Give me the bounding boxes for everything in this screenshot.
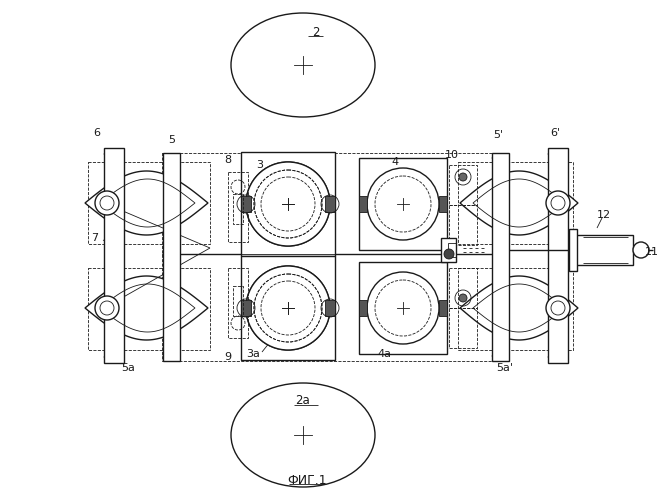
Circle shape bbox=[546, 191, 570, 215]
Bar bbox=[88, 162, 210, 244]
Circle shape bbox=[246, 162, 330, 246]
Bar bbox=[569, 229, 577, 271]
Text: 5а: 5а bbox=[121, 363, 135, 373]
Bar bbox=[449, 308, 477, 348]
Bar bbox=[449, 205, 477, 245]
Text: 12: 12 bbox=[597, 210, 611, 220]
Circle shape bbox=[444, 249, 454, 259]
Text: 3а: 3а bbox=[246, 349, 260, 359]
Polygon shape bbox=[439, 300, 447, 316]
Polygon shape bbox=[439, 196, 447, 212]
Circle shape bbox=[367, 168, 439, 240]
Text: 6': 6' bbox=[550, 128, 560, 138]
Bar bbox=[88, 268, 210, 350]
Bar bbox=[228, 268, 248, 338]
Polygon shape bbox=[85, 276, 208, 340]
Polygon shape bbox=[325, 196, 335, 212]
Bar bbox=[359, 158, 447, 250]
Bar bbox=[233, 194, 243, 224]
Bar bbox=[163, 153, 180, 361]
Text: ФИГ.1: ФИГ.1 bbox=[287, 474, 327, 486]
Bar bbox=[241, 256, 335, 360]
Text: 2а: 2а bbox=[296, 394, 310, 406]
Text: 2: 2 bbox=[312, 26, 320, 38]
Circle shape bbox=[459, 294, 467, 302]
Polygon shape bbox=[241, 196, 251, 212]
Text: 8: 8 bbox=[224, 155, 232, 165]
Circle shape bbox=[367, 272, 439, 344]
Polygon shape bbox=[359, 196, 367, 212]
Polygon shape bbox=[241, 300, 251, 316]
Text: 5а': 5а' bbox=[496, 363, 514, 373]
Ellipse shape bbox=[231, 13, 375, 117]
Text: 5': 5' bbox=[493, 130, 503, 140]
Text: 4: 4 bbox=[391, 157, 399, 167]
Bar bbox=[104, 148, 124, 363]
Bar bbox=[162, 153, 492, 361]
Text: 6: 6 bbox=[93, 128, 101, 138]
Circle shape bbox=[95, 296, 119, 320]
Polygon shape bbox=[460, 276, 578, 340]
Polygon shape bbox=[85, 171, 208, 235]
Ellipse shape bbox=[231, 383, 375, 487]
Bar bbox=[228, 172, 248, 242]
Bar bbox=[441, 238, 456, 262]
Circle shape bbox=[246, 266, 330, 350]
Bar bbox=[575, 235, 633, 265]
Text: 7: 7 bbox=[91, 233, 99, 243]
Text: 3: 3 bbox=[256, 160, 263, 170]
Bar bbox=[548, 148, 568, 363]
Bar bbox=[359, 262, 447, 354]
Bar bbox=[458, 162, 573, 244]
Bar bbox=[233, 286, 243, 316]
Circle shape bbox=[633, 242, 649, 258]
Circle shape bbox=[95, 191, 119, 215]
Polygon shape bbox=[325, 300, 335, 316]
Polygon shape bbox=[359, 300, 367, 316]
Text: 11: 11 bbox=[645, 247, 659, 257]
Text: 9: 9 bbox=[224, 352, 232, 362]
Bar bbox=[448, 243, 456, 257]
Bar bbox=[449, 165, 477, 205]
Text: 10: 10 bbox=[445, 150, 459, 160]
Text: 5: 5 bbox=[169, 135, 175, 145]
Bar bbox=[449, 268, 477, 308]
Bar bbox=[458, 268, 573, 350]
Bar bbox=[241, 152, 335, 256]
Circle shape bbox=[459, 173, 467, 181]
Circle shape bbox=[246, 162, 330, 246]
Circle shape bbox=[546, 296, 570, 320]
Text: 4а: 4а bbox=[377, 349, 391, 359]
Bar bbox=[492, 153, 509, 361]
Polygon shape bbox=[460, 171, 578, 235]
Circle shape bbox=[246, 266, 330, 350]
